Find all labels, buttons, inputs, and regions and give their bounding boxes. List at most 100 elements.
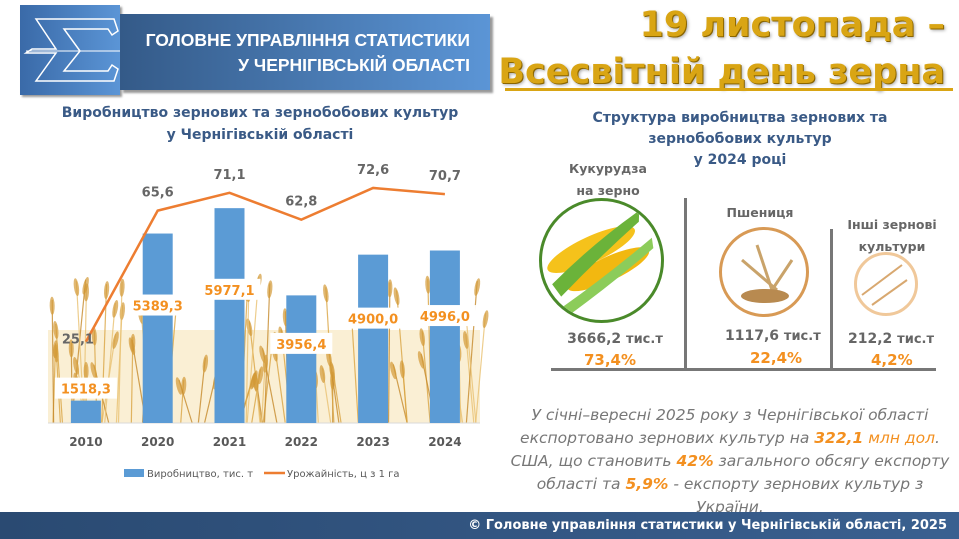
structure-title: Структура виробництва зернових та зерноб… xyxy=(560,108,920,171)
x-tick-label: 2022 xyxy=(285,435,318,449)
wheat-ear xyxy=(482,310,489,329)
wheat-ear xyxy=(73,278,80,297)
bar-label-box xyxy=(54,377,117,399)
bar-label-box xyxy=(413,305,476,327)
divider xyxy=(830,229,833,370)
wheat-stalk xyxy=(245,287,250,424)
wheat-ear xyxy=(91,327,97,346)
wheat-stalk xyxy=(325,287,335,424)
wheat-share: 22,4% xyxy=(750,349,803,367)
x-tick-label: 2023 xyxy=(356,435,389,449)
wheat-stalk xyxy=(263,283,271,424)
wheat-ear xyxy=(319,365,326,383)
wheat-ear xyxy=(83,362,89,381)
wheat-stalk xyxy=(101,284,108,424)
wheat-ear xyxy=(175,377,183,395)
other-grains-value: 212,2 тис.т xyxy=(848,331,934,347)
wheat-icon xyxy=(719,227,809,317)
chart-title-line1: Виробництво зернових та зернобобових кул… xyxy=(61,105,459,121)
wheat-ear xyxy=(202,354,209,373)
wheat-ear xyxy=(399,360,405,379)
wheat-ear xyxy=(103,281,110,300)
wheat-ear xyxy=(390,361,397,380)
bar-data-label: 5389,3 xyxy=(133,300,183,315)
yield-line xyxy=(84,186,446,343)
bar-label-box xyxy=(342,307,405,329)
wheat-stalk xyxy=(117,281,123,424)
wheat-stalk xyxy=(387,282,391,424)
bar-label-box xyxy=(126,294,189,316)
divider xyxy=(505,88,953,91)
event-title-line2: Всесвітній день зерна xyxy=(498,52,945,92)
wheat-ear xyxy=(53,321,59,339)
line-data-label: 62,8 xyxy=(285,195,317,210)
org-banner: ГОЛОВНЕ УПРАВЛІННЯ СТАТИСТИКИ У ЧЕРНІГІВ… xyxy=(120,14,490,90)
wheat-ear xyxy=(267,280,273,299)
production-bar xyxy=(142,233,173,423)
wheat-ear xyxy=(128,337,136,355)
legend-bar-swatch xyxy=(124,469,144,477)
line-data-label: 25,1 xyxy=(62,333,94,348)
x-tick-label: 2020 xyxy=(141,435,174,449)
production-bar xyxy=(70,400,101,423)
wheat-ear xyxy=(119,302,125,321)
wheat-ear xyxy=(417,351,425,369)
corn-label: Кукурудза на зерно xyxy=(569,161,647,198)
other-grains-label: Інші зернові культури xyxy=(847,217,937,254)
export-note: У січні–вересні 2025 року з Чернігівсько… xyxy=(510,406,950,516)
chart-title: Виробництво зернових та зернобобових кул… xyxy=(40,102,480,146)
chart-title-line2: у Чернігівській області xyxy=(166,127,354,143)
wheat-ear xyxy=(393,287,400,306)
wheat-ear xyxy=(329,361,335,380)
event-title-line1: 19 листопада – xyxy=(639,5,946,45)
line-data-label: 72,6 xyxy=(357,163,389,178)
other-grains-share: 4,2% xyxy=(871,351,913,369)
event-title: 19 листопада – Всесвітній день зерна xyxy=(498,2,945,96)
wheat-ear xyxy=(387,279,393,298)
wheat-ear xyxy=(323,284,329,303)
wheat-ear xyxy=(474,278,481,296)
wheat-ear xyxy=(262,354,269,373)
wheat-ear xyxy=(68,339,74,358)
org-name-line1: ГОЛОВНЕ УПРАВЛІННЯ СТАТИСТИКИ xyxy=(145,30,470,50)
production-bar xyxy=(358,254,389,423)
production-chart: 2010 2020 2021 2022 2023 2024 1518,3 5389,3 5977… xyxy=(48,163,489,480)
divider xyxy=(684,198,687,370)
structure-title-line1: Структура виробництва зернових та xyxy=(592,110,888,126)
legend-production-label: Виробництво, тис. т xyxy=(147,469,253,480)
structure-title-line2: зернобобових культур xyxy=(648,131,832,147)
line-data-label: 65,6 xyxy=(142,186,174,201)
wheat-ear xyxy=(49,296,55,315)
wheat-ear xyxy=(112,331,119,349)
line-data-label: 70,7 xyxy=(429,169,461,184)
corn-share: 73,4% xyxy=(583,351,637,369)
bar-data-label: 1518,3 xyxy=(61,383,111,398)
wheat-ear xyxy=(119,278,125,297)
x-tick-label: 2024 xyxy=(428,435,461,449)
wheat-value: 1117,6 тис.т xyxy=(725,328,821,344)
wheat-ear xyxy=(250,371,257,390)
production-bar xyxy=(214,208,245,423)
copyright-text: © Головне управління статистики у Черніг… xyxy=(468,518,947,533)
wheat-ear xyxy=(463,331,469,349)
bar-label-box xyxy=(198,278,261,300)
footer: © Головне управління статистики у Черніг… xyxy=(0,512,959,539)
bar-data-label: 3956,4 xyxy=(276,338,326,353)
line-data-label: 71,1 xyxy=(213,168,245,183)
legend-yield-label: Урожайність, ц з 1 га xyxy=(287,468,400,480)
wheat-ear xyxy=(425,275,431,294)
wheat-stalk xyxy=(465,281,478,424)
wheat-ear xyxy=(257,366,264,385)
baseline-divider xyxy=(551,368,936,371)
wheat-label: Пшениця xyxy=(726,205,794,220)
structure-title-line3: у 2024 році xyxy=(693,152,787,168)
corn-icon xyxy=(539,198,664,323)
wheat-ear xyxy=(419,328,426,347)
production-bar xyxy=(286,295,317,423)
sigma-logo-icon xyxy=(20,5,130,95)
x-tick-label: 2021 xyxy=(213,435,246,449)
oats-icon xyxy=(854,252,918,316)
wheat-ear xyxy=(82,276,89,295)
bar-data-label: 4900,0 xyxy=(348,313,398,328)
bar-data-label: 5977,1 xyxy=(204,284,254,299)
